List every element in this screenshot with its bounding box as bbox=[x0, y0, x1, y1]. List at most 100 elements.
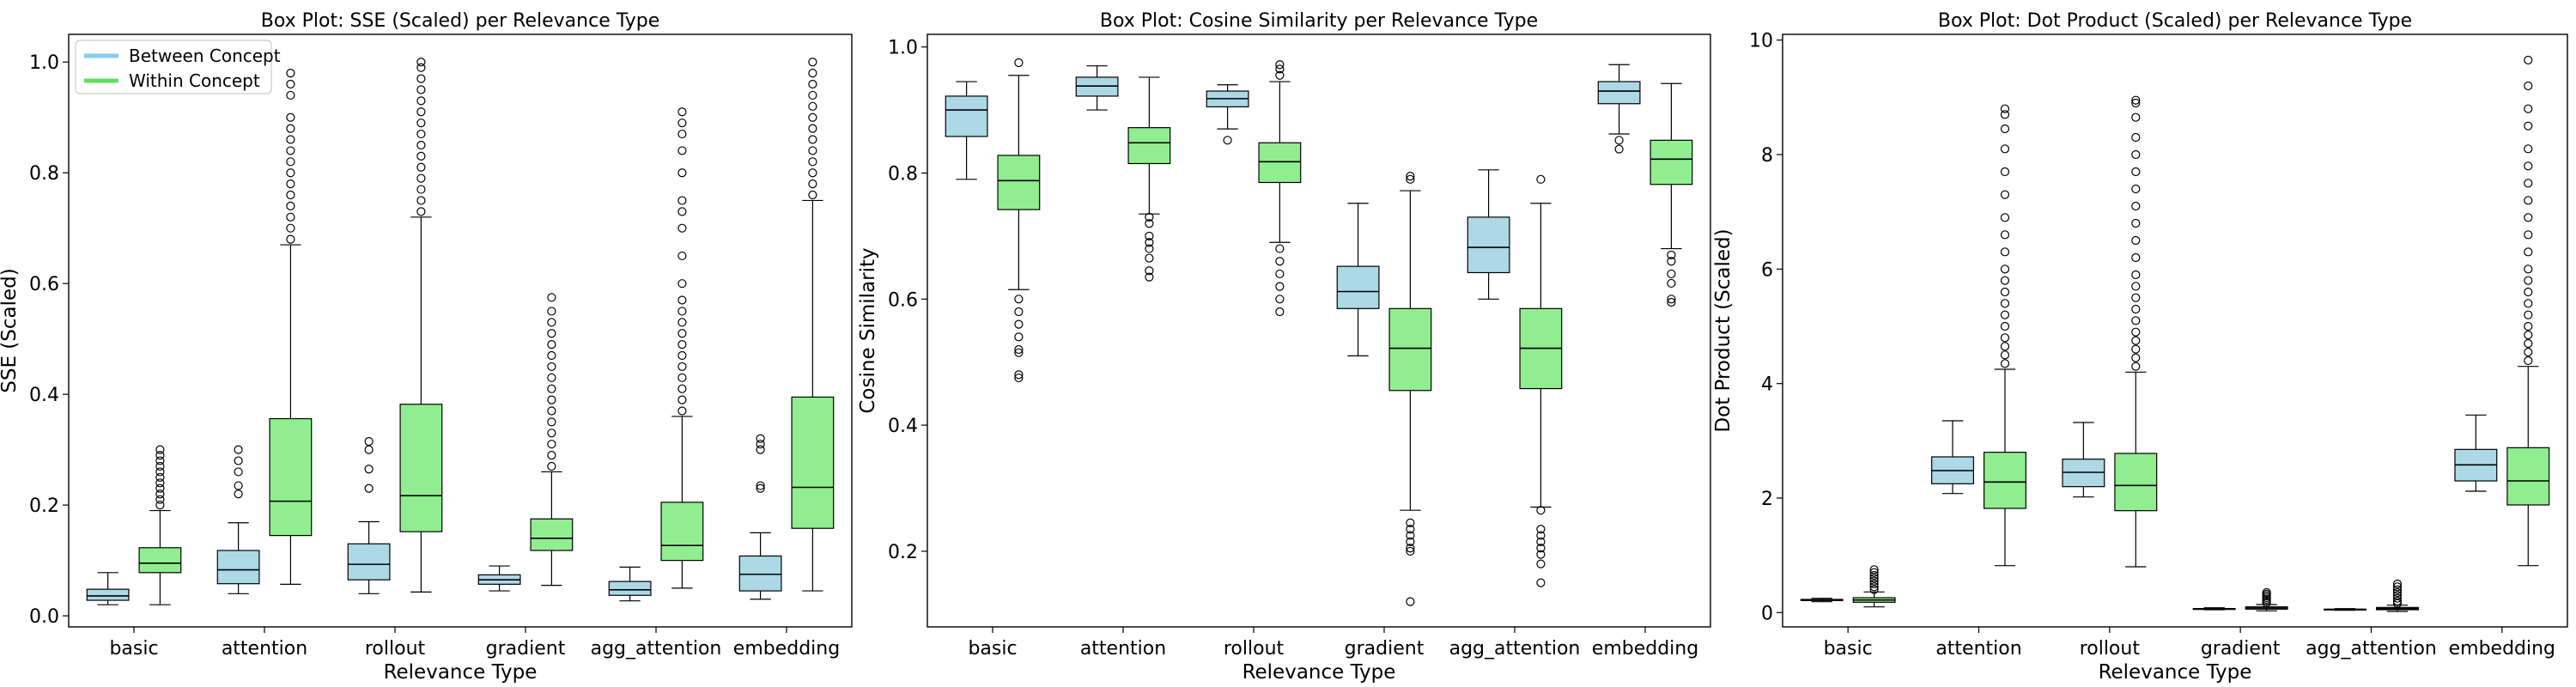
box-between-rollout bbox=[347, 436, 391, 594]
outlier-point bbox=[155, 472, 165, 482]
outlier-point bbox=[2000, 167, 2010, 177]
outlier-point bbox=[155, 483, 165, 493]
y-tick-label: 0.6 bbox=[888, 289, 918, 311]
outlier-point bbox=[2131, 218, 2141, 228]
outlier-point bbox=[1275, 70, 1285, 80]
outlier-point bbox=[2524, 264, 2533, 274]
outlier-point bbox=[808, 90, 817, 100]
outlier-point bbox=[677, 129, 687, 139]
box-within-rollout bbox=[2114, 95, 2158, 568]
outlier-point bbox=[677, 146, 687, 155]
outlier-point bbox=[1536, 559, 1546, 568]
outlier-point bbox=[2000, 342, 2010, 351]
outlier-point bbox=[677, 307, 687, 316]
outlier-point bbox=[286, 79, 295, 89]
outlier-point bbox=[547, 340, 556, 350]
outlier-point bbox=[547, 329, 556, 338]
outlier-point bbox=[286, 135, 295, 144]
outlier-point bbox=[2131, 132, 2141, 143]
outlier-point bbox=[808, 101, 817, 111]
box-iqr bbox=[1649, 139, 1693, 185]
outlier-point bbox=[1869, 568, 1879, 577]
outlier-point bbox=[547, 384, 556, 393]
x-tick-label: gradient bbox=[486, 638, 566, 660]
box-iqr bbox=[1467, 216, 1510, 274]
box-within-attention bbox=[269, 69, 313, 585]
outlier-point bbox=[2524, 161, 2533, 171]
box-within-attention bbox=[1127, 76, 1171, 282]
box-between-embedding bbox=[738, 434, 782, 600]
box-within-embedding bbox=[2506, 55, 2550, 567]
x-tick-label: embedding bbox=[2449, 638, 2555, 660]
box-between-basic bbox=[1800, 598, 1844, 603]
x-tick-label: agg_attention bbox=[2306, 638, 2437, 660]
outlier-point bbox=[286, 201, 295, 211]
outlier-point bbox=[2392, 591, 2403, 600]
outlier-point bbox=[1014, 332, 1024, 342]
outlier-point bbox=[2000, 213, 2010, 222]
outlier-point bbox=[1536, 544, 1546, 553]
outlier-point bbox=[155, 456, 165, 465]
outlier-point bbox=[1614, 136, 1624, 145]
outlier-point bbox=[416, 119, 426, 128]
outlier-point bbox=[2524, 347, 2533, 357]
outlier-point bbox=[547, 440, 556, 449]
outlier-point bbox=[1145, 219, 1154, 228]
outlier-point bbox=[2000, 264, 2010, 274]
box-within-gradient bbox=[530, 293, 574, 587]
outlier-point bbox=[677, 107, 687, 117]
outlier-point bbox=[364, 436, 374, 447]
box-between-basic bbox=[86, 572, 130, 605]
y-tick-label: 10 bbox=[1749, 31, 1773, 52]
x-tick-label: attention bbox=[222, 638, 307, 660]
outlier-point bbox=[2524, 55, 2533, 65]
outlier-point bbox=[1406, 525, 1415, 534]
outlier-point bbox=[155, 461, 165, 471]
box-within-basic bbox=[997, 58, 1041, 383]
outlier-point bbox=[2000, 359, 2010, 368]
outlier-point bbox=[808, 146, 817, 155]
box-iqr bbox=[347, 543, 391, 581]
y-tick-label: 2 bbox=[1761, 489, 1773, 510]
y-tick-label: 0.0 bbox=[29, 606, 59, 628]
outlier-point bbox=[1145, 231, 1154, 240]
outlier-point bbox=[2524, 356, 2533, 366]
outlier-point bbox=[547, 417, 556, 427]
outlier-point bbox=[416, 58, 426, 67]
outlier-point bbox=[1667, 269, 1676, 279]
box-within-gradient bbox=[2245, 587, 2288, 611]
outlier-point bbox=[1014, 370, 1024, 380]
outlier-point bbox=[2524, 144, 2533, 154]
outlier-point bbox=[677, 168, 687, 178]
x-tick-label: rollout bbox=[2080, 638, 2141, 660]
box-within-embedding bbox=[1649, 82, 1693, 307]
outlier-point bbox=[2131, 149, 2141, 160]
axes-frame bbox=[1782, 33, 2568, 628]
outlier-point bbox=[808, 190, 817, 200]
outlier-point bbox=[2131, 184, 2141, 194]
x-axis-label: Relevance Type bbox=[2099, 661, 2252, 684]
outlier-point bbox=[286, 124, 295, 133]
outlier-point bbox=[416, 140, 426, 150]
outlier-point bbox=[1869, 582, 1879, 592]
box-within-rollout bbox=[399, 58, 443, 593]
y-axis-label: SSE (Scaled) bbox=[0, 268, 21, 392]
x-tick-label: embedding bbox=[733, 638, 840, 660]
outlier-point bbox=[286, 234, 295, 244]
outlier-point bbox=[416, 74, 426, 83]
outlier-point bbox=[2524, 310, 2533, 319]
box-within-attention bbox=[1983, 104, 2026, 567]
outlier-point bbox=[2000, 124, 2010, 134]
box-between-gradient bbox=[2192, 607, 2236, 611]
outlier-point bbox=[2392, 585, 2403, 594]
outlier-point bbox=[2131, 362, 2141, 371]
x-tick-label: rollout bbox=[1224, 638, 1285, 660]
x-tick-label: attention bbox=[1935, 638, 2021, 660]
outlier-point bbox=[2131, 344, 2141, 354]
outlier-point bbox=[155, 445, 165, 454]
outlier-point bbox=[286, 112, 295, 122]
outlier-point bbox=[2392, 596, 2403, 606]
outlier-point bbox=[2000, 350, 2010, 360]
outlier-point bbox=[547, 450, 556, 460]
